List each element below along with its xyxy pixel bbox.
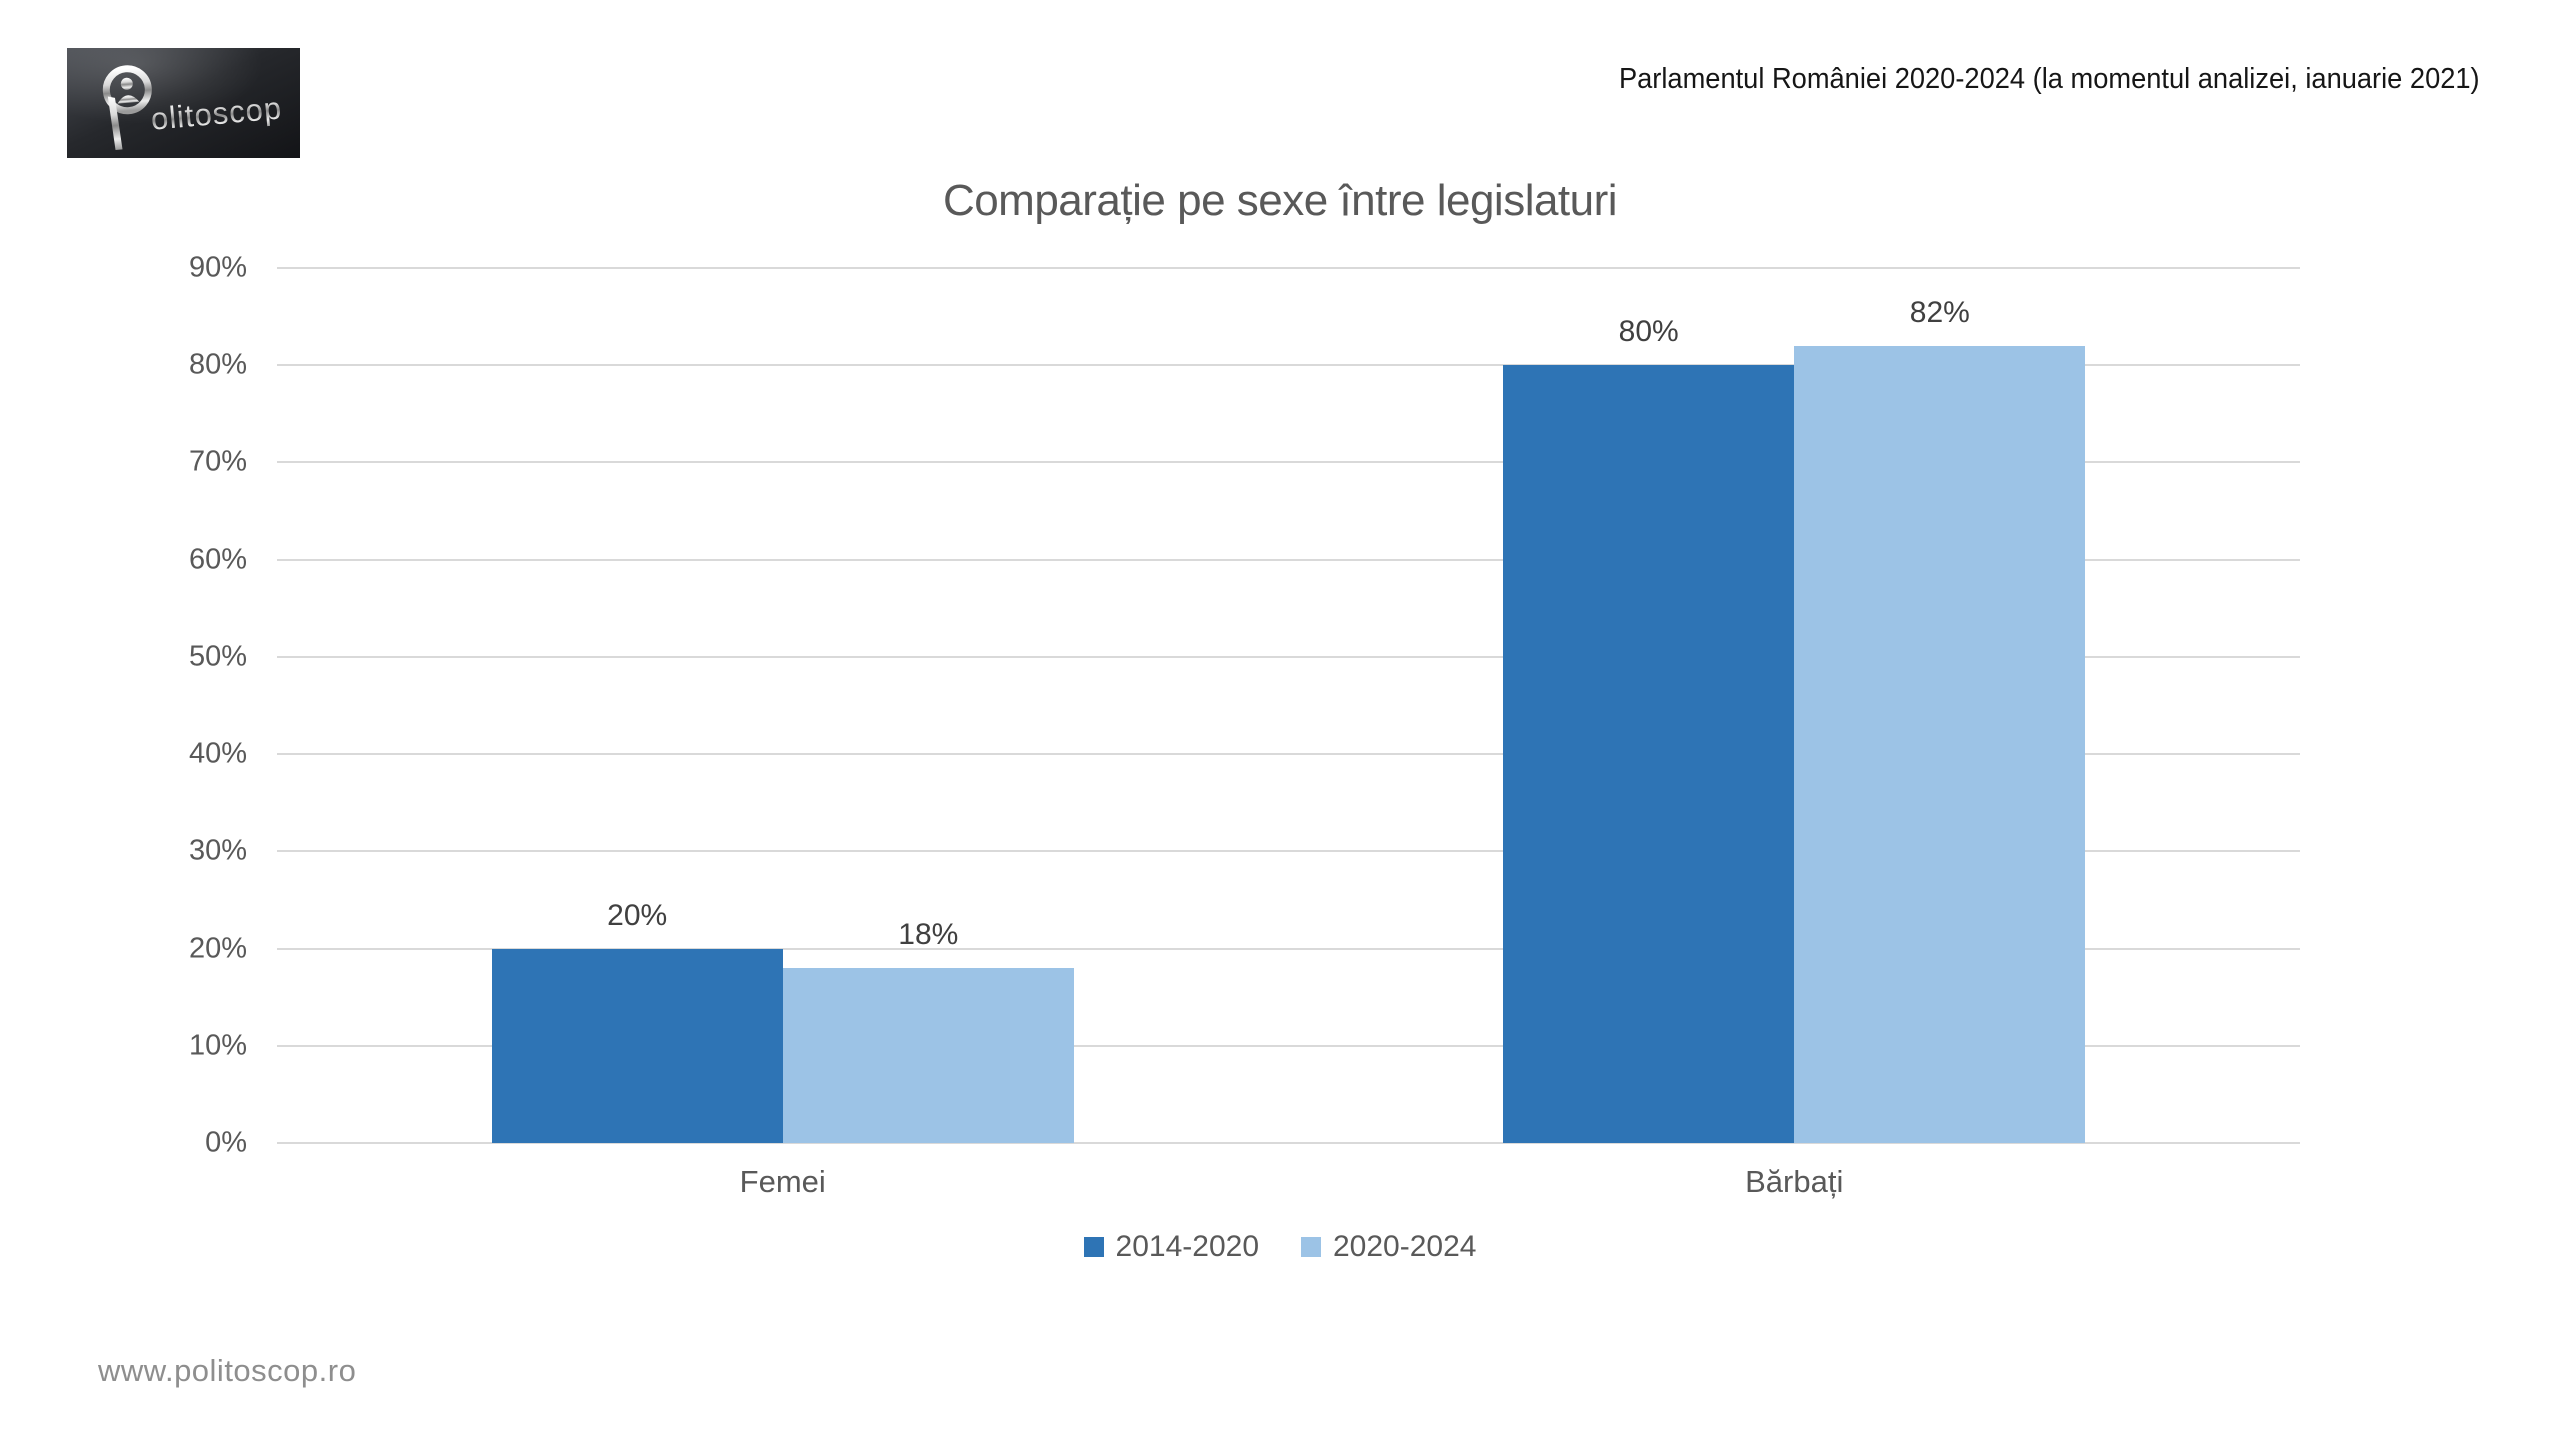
chart-title: Comparație pe sexe între legislaturi	[942, 176, 1618, 225]
legend-swatch-2020-2024	[1301, 1237, 1321, 1257]
gridline-50	[277, 655, 2300, 658]
y-tick-label-10: 10%	[188, 1029, 247, 1062]
logo-sheen	[67, 48, 300, 158]
bar-2014-2020-Bărbați	[1503, 365, 1795, 1143]
gridline-40	[277, 753, 2300, 756]
bar-value-label-2014-2020-Femei: 20%	[607, 898, 668, 932]
bar-2014-2020-Femei	[491, 948, 783, 1143]
gridline-30	[277, 850, 2300, 853]
legend-label-2020-2024: 2020-2024	[1333, 1230, 1477, 1263]
plot-area: 20% 18% 80% 82%	[277, 267, 2300, 1144]
politoscop-logo: olitoscop	[67, 48, 300, 158]
gridline-70	[277, 461, 2300, 464]
logo-ring	[102, 65, 152, 115]
legend-label-2014-2020: 2014-2020	[1115, 1230, 1259, 1263]
y-tick-label-90: 90%	[188, 251, 247, 284]
x-axis-labels: Femei Bărbați	[277, 1164, 2300, 1208]
bar-value-label-2020-2024-Bărbați: 82%	[1909, 295, 1970, 329]
logo-p-stem	[107, 96, 123, 151]
y-tick-label-70: 70%	[188, 445, 247, 478]
gridline-0	[277, 1142, 2300, 1144]
gridline-90	[277, 267, 2300, 269]
footer-url: www.politoscop.ro	[98, 1353, 357, 1388]
gridline-80	[277, 364, 2300, 367]
header-note: Parlamentul României 2020-2024 (la momen…	[1619, 63, 2480, 95]
bar-value-label-2014-2020-Bărbați: 80%	[1618, 315, 1679, 349]
gridline-10	[277, 1044, 2300, 1047]
logo-person-shoulders	[117, 95, 140, 104]
category-label-femei: Femei	[739, 1164, 826, 1199]
logo-person-icon	[120, 77, 133, 90]
bar-2020-2024-Bărbați	[1794, 345, 2086, 1143]
gridline-20	[277, 947, 2300, 950]
bar-2020-2024-Femei	[782, 968, 1074, 1143]
y-tick-label-80: 80%	[188, 348, 247, 381]
y-tick-label-0: 0%	[205, 1126, 247, 1159]
legend-swatch-2014-2020	[1083, 1237, 1104, 1257]
bar-value-label-2020-2024-Femei: 18%	[898, 918, 959, 951]
y-tick-label-60: 60%	[188, 543, 247, 576]
y-tick-label-50: 50%	[188, 640, 247, 673]
legend-item-2020-2024: 2020-2024	[1301, 1230, 1476, 1264]
category-label-barbati: Bărbați	[1745, 1164, 1844, 1199]
y-tick-label-40: 40%	[188, 737, 247, 770]
y-tick-label-30: 30%	[188, 834, 247, 867]
y-tick-label-20: 20%	[188, 932, 247, 965]
legend: 2014-2020 2020-2024	[0, 1230, 2560, 1264]
y-axis-labels: 0% 10% 20% 30% 40% 50% 60% 70% 80% 90%	[0, 252, 247, 1159]
legend-item-2014-2020: 2014-2020	[1083, 1230, 1259, 1264]
gridline-60	[277, 558, 2300, 561]
